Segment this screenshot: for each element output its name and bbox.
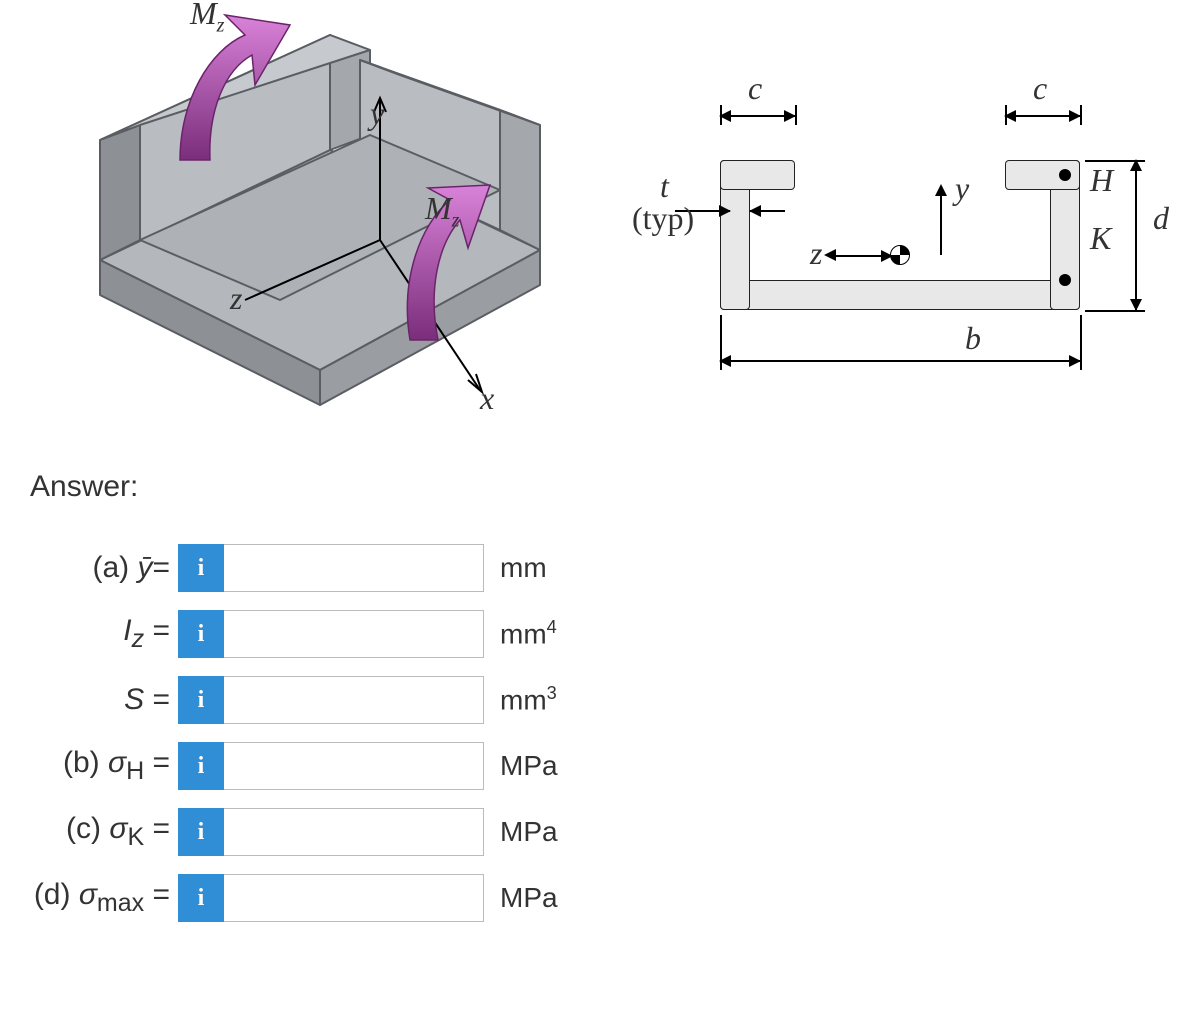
z-axis-2d [830, 255, 892, 257]
row-s: S = i mm3 [30, 676, 1200, 724]
y-axis-2d [940, 190, 942, 255]
label-H: H [1090, 162, 1113, 199]
row-ybar: (a) ȳ= i mm [30, 544, 1200, 592]
label-d: d [1153, 200, 1169, 237]
dim-b [720, 360, 1080, 362]
point-K [1059, 274, 1071, 286]
figure-2d: c c t (typ) y z H K b d [620, 70, 1170, 410]
dim-c-left [720, 115, 795, 117]
info-icon[interactable]: i [178, 676, 224, 724]
info-icon[interactable]: i [178, 544, 224, 592]
figure-3d-svg [30, 0, 580, 430]
centroid-marker [890, 245, 910, 265]
unit-s: mm3 [500, 683, 557, 716]
label-c-left: c [748, 70, 762, 107]
unit-sigmaMax: MPa [500, 882, 558, 914]
row-iz: Iz = i mm4 [30, 610, 1200, 658]
label-typ: (typ) [632, 200, 694, 237]
figure-3d: Mz Mz y x z [30, 0, 580, 430]
answer-section: Answer: (a) ȳ= i mm Iz = i mm4 S = i mm… [30, 470, 1200, 922]
cross-section [720, 160, 1080, 310]
unit-sigmaH: MPa [500, 750, 558, 782]
row-sigmaK: (c) σK = i MPa [30, 808, 1200, 856]
unit-iz: mm4 [500, 617, 557, 650]
label-x-3d: x [480, 380, 494, 417]
label-K: K [1090, 220, 1111, 257]
unit-sigmaK: MPa [500, 816, 558, 848]
info-icon[interactable]: i [178, 742, 224, 790]
label-mz-1: Mz [190, 0, 224, 37]
label-c-right: c [1033, 70, 1047, 107]
label-mz-2: Mz [425, 190, 459, 232]
input-sigmaH[interactable] [224, 742, 484, 790]
row-sigmaH: (b) σH = i MPa [30, 742, 1200, 790]
unit-ybar: mm [500, 552, 547, 584]
dim-c-right [1005, 115, 1080, 117]
label-b: b [965, 320, 981, 357]
label-y-3d: y [370, 95, 384, 132]
info-icon[interactable]: i [178, 874, 224, 922]
input-iz[interactable] [224, 610, 484, 658]
input-sigmaMax[interactable] [224, 874, 484, 922]
answer-title: Answer: [30, 470, 1200, 504]
dim-d [1135, 160, 1137, 310]
label-z-2d: z [810, 235, 822, 272]
info-icon[interactable]: i [178, 808, 224, 856]
label-y-2d: y [955, 170, 969, 207]
input-ybar[interactable] [224, 544, 484, 592]
row-sigmaMax: (d) σmax = i MPa [30, 874, 1200, 922]
input-sigmaK[interactable] [224, 808, 484, 856]
label-z-3d: z [230, 280, 242, 317]
point-H [1059, 169, 1071, 181]
input-s[interactable] [224, 676, 484, 724]
info-icon[interactable]: i [178, 610, 224, 658]
